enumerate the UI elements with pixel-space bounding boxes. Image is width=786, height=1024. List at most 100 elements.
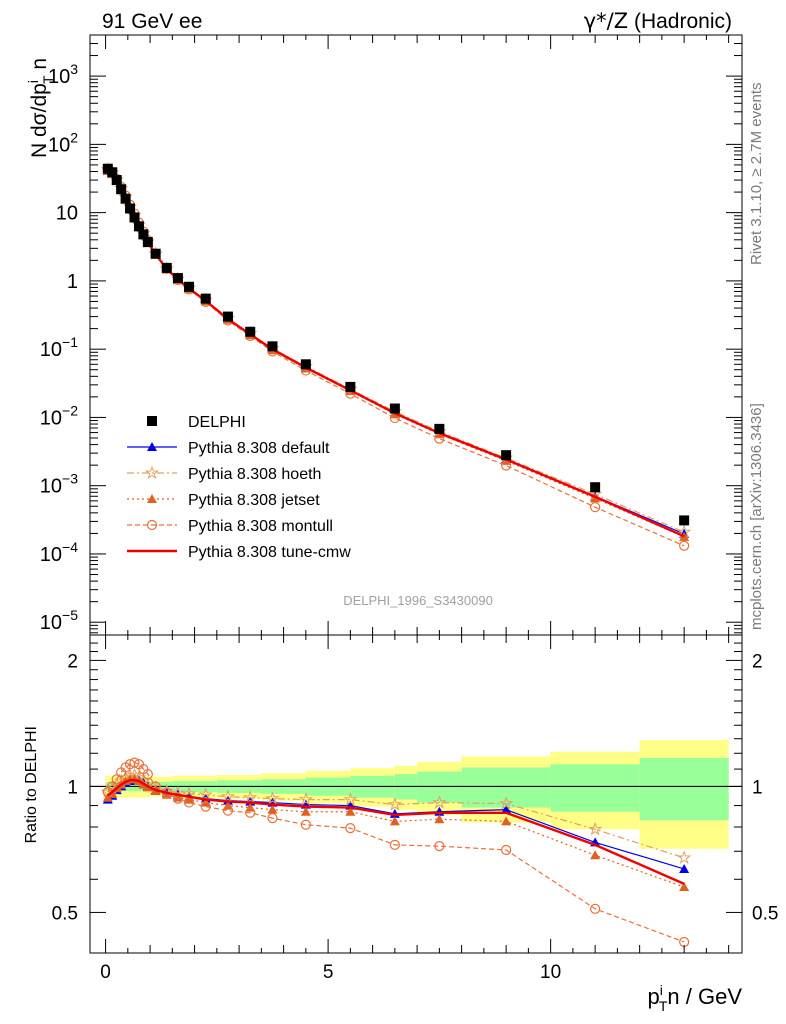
data-point-delphi [501, 450, 512, 461]
data-point-delphi [111, 175, 122, 186]
data-point-delphi [116, 184, 127, 195]
y-tick-label-ratio-left: 1 [67, 777, 78, 798]
legend: DELPHI Pythia 8.308 default Pythia 8.308 h… [127, 414, 351, 561]
series-point-ratio-montull [245, 807, 256, 818]
x-axis-label: pi Tn / GeV [647, 982, 742, 1014]
series-point-main-montull [501, 460, 512, 471]
legend-label: Pythia 8.308 default [188, 440, 330, 457]
main-panel: 10−5 10−4 10−3 10−2 10−1 1 10 102 103 DELPHI_199… [25, 34, 743, 636]
series-point-ratio-montull [501, 844, 512, 856]
data-point-delphi [434, 423, 445, 434]
series-point-ratio-montull [345, 823, 356, 834]
data-point-delphi [389, 403, 400, 414]
y-axis-label-ratio: Ratio to DELPHI [23, 726, 40, 843]
data-point-delphi [679, 515, 690, 526]
series-point-ratio-montull [389, 839, 400, 850]
legend-marker-hoeth [144, 465, 160, 480]
series-point-ratio-jetset [679, 882, 690, 892]
ratio-band-inner [550, 764, 640, 812]
y-tick-label-main: 10 [56, 203, 78, 225]
series-point-ratio-jetset [172, 792, 183, 802]
series-point-ratio-jetset [267, 804, 278, 814]
data-point-delphi [161, 262, 172, 273]
series-point-ratio-hoeth [587, 821, 603, 836]
data-point-delphi [300, 359, 311, 370]
data-point-delphi [184, 281, 195, 292]
y-tick-label-main: 10−5 [40, 607, 78, 634]
series-point-ratio-hoeth [243, 790, 258, 804]
y-tick-label-ratio-right: 0.5 [752, 903, 778, 924]
legend-label: Pythia 8.308 tune-cmw [188, 544, 351, 561]
series-point-ratio-montull [300, 819, 311, 830]
y-tick-label-ratio-right: 2 [752, 651, 763, 672]
series-point-ratio-jetset [501, 816, 512, 826]
data-point-delphi [142, 237, 153, 248]
legend-marker-default [147, 442, 157, 451]
data-point-delphi [345, 381, 356, 392]
y-tick-label-ratio-right: 1 [752, 777, 763, 798]
plot-title-right-text: (Hadronic) [628, 10, 732, 33]
data-point-delphi [107, 167, 118, 178]
series-point-ratio-jetset [590, 850, 601, 860]
series-point-main-jetset [679, 531, 690, 541]
legend-label: Pythia 8.308 hoeth [188, 466, 321, 483]
series-point-ratio-montull [590, 903, 601, 914]
x-tick-label: 0 [100, 962, 111, 983]
series-point-ratio-hoeth [498, 796, 514, 810]
series-point-ratio-hoeth [265, 791, 280, 805]
y-tick-label-main: 10−3 [40, 471, 78, 498]
plot-title-right: γ*/Z (Hadronic) [584, 9, 732, 33]
y-axis-label-main: N dσ/dpiT n [25, 58, 56, 158]
data-point-delphi [125, 203, 136, 214]
series-point-ratio-jetset [345, 806, 356, 816]
plot-title-left: 91 GeV ee [102, 10, 202, 33]
y-tick-label-main: 103 [48, 61, 78, 88]
series-point-ratio-jetset [389, 816, 400, 826]
series-point-ratio-default [501, 804, 512, 814]
series-line-ratio-tune-cmw [107, 778, 685, 885]
data-point-delphi [138, 229, 149, 240]
y-tick-label-main: 10−2 [40, 402, 78, 429]
y-tick-label-main: 10−1 [40, 334, 78, 361]
legend-label: Pythia 8.308 montull [188, 518, 333, 535]
series-point-main-montull [590, 502, 601, 513]
data-point-delphi [172, 273, 183, 284]
series-point-ratio-montull [222, 805, 234, 816]
rivet-label: Rivet 3.1.10, ≥ 2.7M events [748, 83, 765, 266]
series-point-ratio-hoeth [432, 795, 447, 809]
legend-marker-jetset [147, 494, 157, 503]
x-tick-label: 5 [323, 962, 334, 983]
ratio-frame [89, 634, 743, 954]
series-point-ratio-montull [200, 801, 211, 812]
series-point-ratio-montull [434, 841, 445, 852]
plot-title-right-symbol: γ*/Z [584, 9, 628, 33]
y-tick-label-main: 10−4 [40, 539, 78, 566]
x-tick-label: 10 [540, 962, 561, 983]
series-point-ratio-hoeth [198, 787, 213, 801]
ratio-panel: 0 5 10 0.5 0.5 1 1 2 2 Ratio to DELPHI [23, 634, 778, 983]
series-point-ratio-hoeth [676, 850, 692, 864]
series-point-ratio-hoeth [220, 789, 236, 803]
series-point-ratio-montull [142, 769, 153, 780]
mcplots-label: mcplots.cern.ch [arXiv:1306.3436] [748, 403, 765, 630]
data-point-delphi [120, 193, 131, 204]
data-point-delphi [200, 293, 211, 304]
series-point-ratio-default [679, 863, 690, 873]
legend-marker-montull [146, 519, 158, 531]
y-tick-label-ratio-left: 2 [67, 651, 78, 672]
legend-label: DELPHI [188, 414, 246, 431]
series-point-ratio-jetset [434, 814, 445, 824]
series-point-ratio-montull [129, 757, 140, 768]
legend-label: Pythia 8.308 jetset [188, 492, 320, 509]
series-point-ratio-montull [183, 797, 195, 808]
y-tick-label-main: 102 [48, 129, 78, 156]
data-point-delphi [129, 212, 140, 223]
ratio-band-inner [461, 767, 551, 808]
series-line-ratio-montull [107, 761, 685, 943]
ratio-band-inner [639, 757, 729, 821]
data-point-delphi [222, 311, 233, 322]
series-point-ratio-montull [267, 813, 278, 824]
data-point-delphi [150, 248, 161, 259]
legend-marker-delphi [147, 416, 157, 426]
